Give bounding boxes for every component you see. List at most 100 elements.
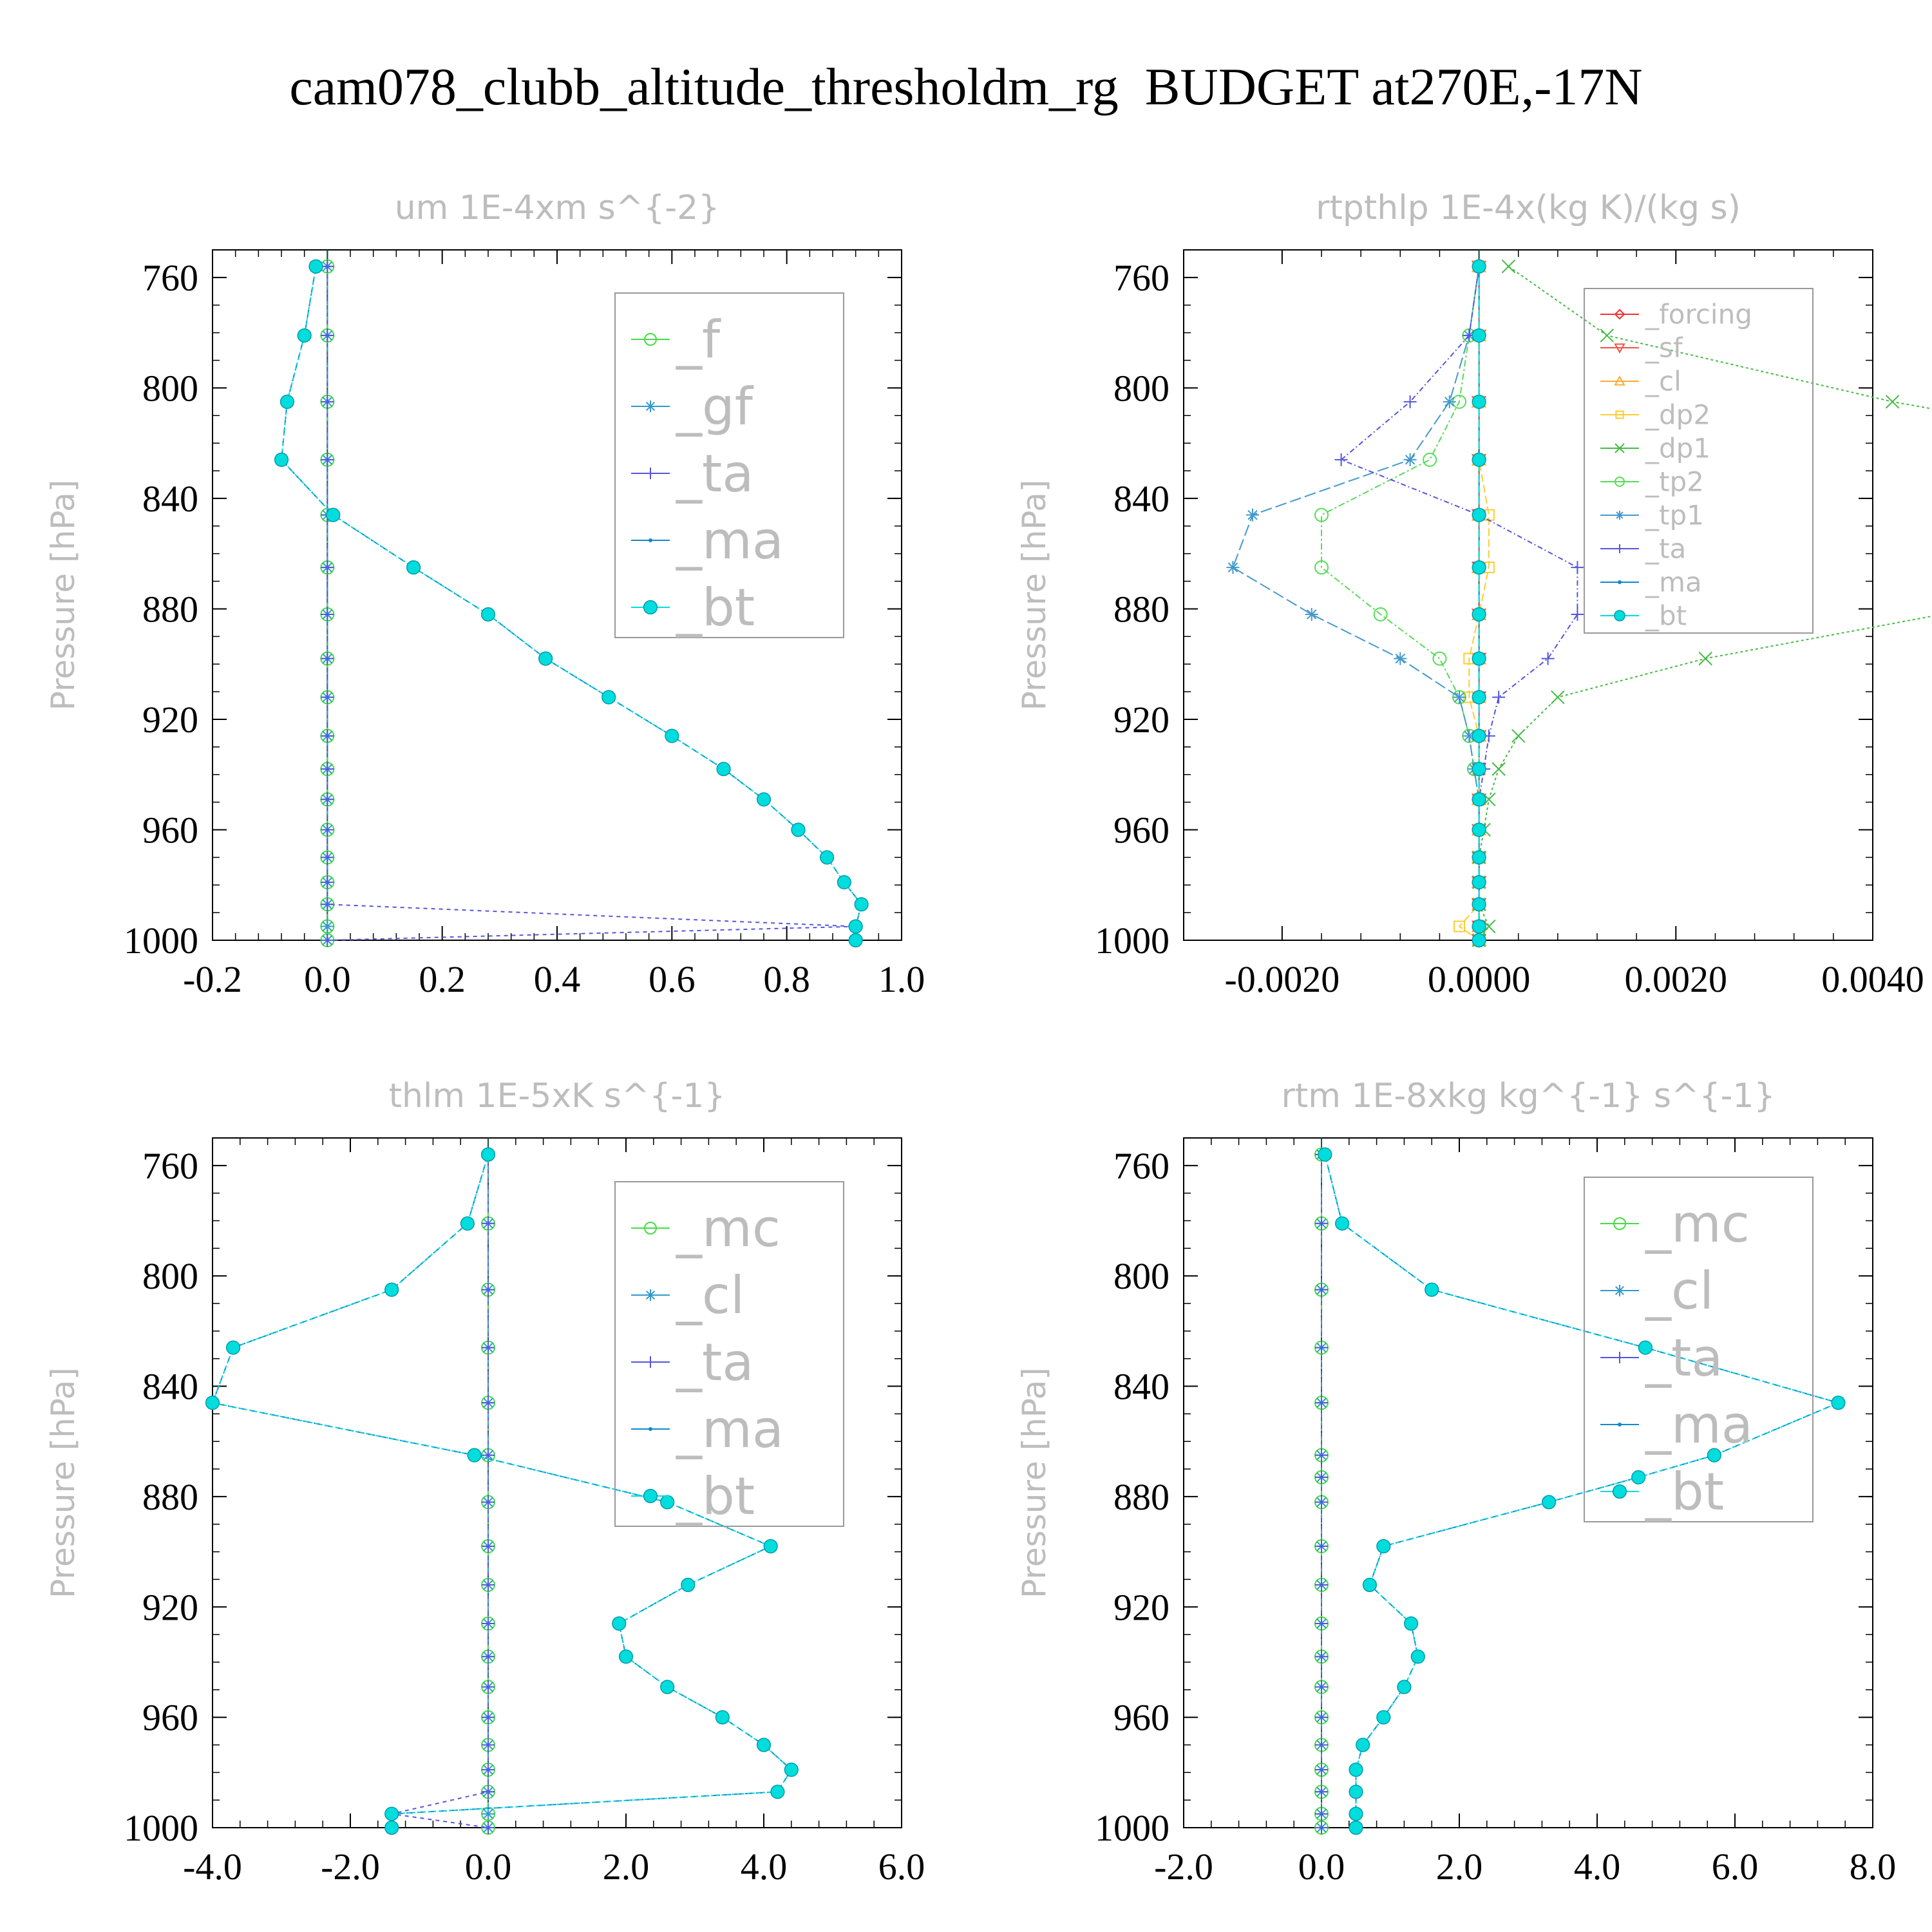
data-point <box>1373 607 1388 622</box>
series-ma <box>279 264 864 942</box>
plot-frame <box>1183 1137 1873 1828</box>
data-point <box>1410 1649 1425 1664</box>
data-point <box>1349 1806 1363 1821</box>
data-point <box>1885 395 1900 409</box>
data-point <box>205 1396 220 1410</box>
data-point <box>226 1340 241 1355</box>
data-point <box>326 507 341 522</box>
data-point <box>279 394 295 409</box>
data-point <box>1315 1470 1328 1484</box>
data-point <box>1472 762 1486 777</box>
legend-marker <box>1615 410 1624 419</box>
legend-entry: _ta <box>1645 533 1686 565</box>
data-point <box>1501 260 1516 274</box>
data-point <box>1472 328 1486 343</box>
data-point <box>1551 690 1565 705</box>
legend-marker <box>643 1488 658 1504</box>
data-point <box>1631 1470 1646 1485</box>
legend-marker <box>1615 544 1624 553</box>
y-tick-label: 880 <box>142 588 198 630</box>
y-tick-label: 960 <box>1113 1697 1170 1739</box>
data-point <box>1472 933 1486 948</box>
y-tick-label: 1000 <box>1095 920 1170 961</box>
data-point <box>321 823 334 837</box>
y-tick-label: 1000 <box>1095 1807 1170 1849</box>
x-tick-label: -0.2 <box>183 958 242 1000</box>
y-tick-label: 920 <box>142 699 198 741</box>
data-point <box>837 875 851 890</box>
data-point <box>321 690 334 704</box>
x-tick-label: 4.0 <box>741 1846 788 1888</box>
legend-entry: _cl <box>676 1265 744 1325</box>
data-point <box>715 1710 730 1725</box>
series-line <box>1324 1154 1841 1828</box>
data-point <box>1315 1448 1328 1462</box>
x-tick-label: -2.0 <box>1154 1846 1213 1888</box>
data-point <box>321 608 334 621</box>
y-tick-label: 920 <box>1113 699 1170 741</box>
legend-marker <box>645 468 656 479</box>
x-tick-label: 0.0 <box>304 958 351 1000</box>
data-point <box>1698 651 1712 666</box>
y-tick-label: 800 <box>1113 1255 1170 1297</box>
legend-entry: _tp1 <box>1645 500 1704 531</box>
data-point <box>1315 1807 1328 1821</box>
data-point <box>1356 1738 1370 1752</box>
legend: _mc _cl _ta _ma _bt <box>1584 1177 1814 1522</box>
data-point <box>1376 1539 1391 1554</box>
data-point <box>1246 508 1259 522</box>
data-point <box>1472 897 1486 912</box>
legend: _forcing_sf_cl_dp2_dp1_tp2_tp1_ta_ma_bt <box>1584 288 1814 634</box>
series-bt <box>1472 259 1486 948</box>
data-point <box>1472 394 1486 409</box>
y-tick-label: 880 <box>1113 588 1170 630</box>
data-point <box>1362 1577 1377 1593</box>
data-point <box>482 1821 495 1834</box>
series-ta <box>1315 1148 1328 1834</box>
legend-entry: _gf <box>676 377 754 437</box>
y-tick-label: 920 <box>1113 1586 1170 1628</box>
data-point <box>274 452 289 467</box>
data-point <box>467 1448 482 1463</box>
legend-marker <box>1614 610 1625 621</box>
data-point <box>1394 652 1407 665</box>
y-tick-label: 840 <box>142 478 198 520</box>
figure-title: cam078_clubb_altitude_thresholdm_rg BUDG… <box>289 57 1643 116</box>
data-point <box>482 1495 495 1509</box>
y-tick-label: 800 <box>142 1255 198 1297</box>
data-point <box>321 561 334 574</box>
data-point <box>791 822 806 837</box>
x-tick-label: -4.0 <box>183 1846 242 1888</box>
data-point <box>1315 1785 1328 1799</box>
data-point <box>854 897 869 912</box>
data-point <box>321 762 334 776</box>
legend-marker <box>1618 580 1622 584</box>
data-point <box>538 651 553 666</box>
data-point <box>1404 1616 1419 1631</box>
data-point <box>482 1448 495 1462</box>
data-point <box>1472 728 1486 743</box>
x-tick-label: -0.0020 <box>1224 958 1340 1000</box>
series-ta <box>1334 260 1584 947</box>
x-tick-label: 0.0 <box>1298 1846 1345 1888</box>
data-point <box>1511 728 1526 743</box>
legend-marker <box>645 1356 656 1368</box>
data-point <box>1315 1680 1328 1694</box>
data-point <box>384 1282 399 1297</box>
data-point <box>1315 1650 1328 1663</box>
y-tick-label: 960 <box>1113 809 1170 851</box>
data-point <box>1403 395 1417 408</box>
legend-marker <box>1614 308 1625 320</box>
legend-entry: _bt <box>1645 1462 1724 1522</box>
y-axis-label: Pressure [hPa] <box>1016 1367 1053 1598</box>
data-point <box>1472 452 1486 467</box>
data-point <box>1315 1217 1328 1230</box>
data-point <box>1542 1495 1557 1510</box>
legend-entry: _ma <box>676 1399 784 1459</box>
data-point <box>1472 850 1486 865</box>
data-point <box>1376 1710 1391 1725</box>
data-point <box>1315 1495 1328 1509</box>
data-point <box>1318 1147 1332 1162</box>
data-point <box>1472 607 1486 622</box>
series-bt <box>1318 1147 1846 1835</box>
